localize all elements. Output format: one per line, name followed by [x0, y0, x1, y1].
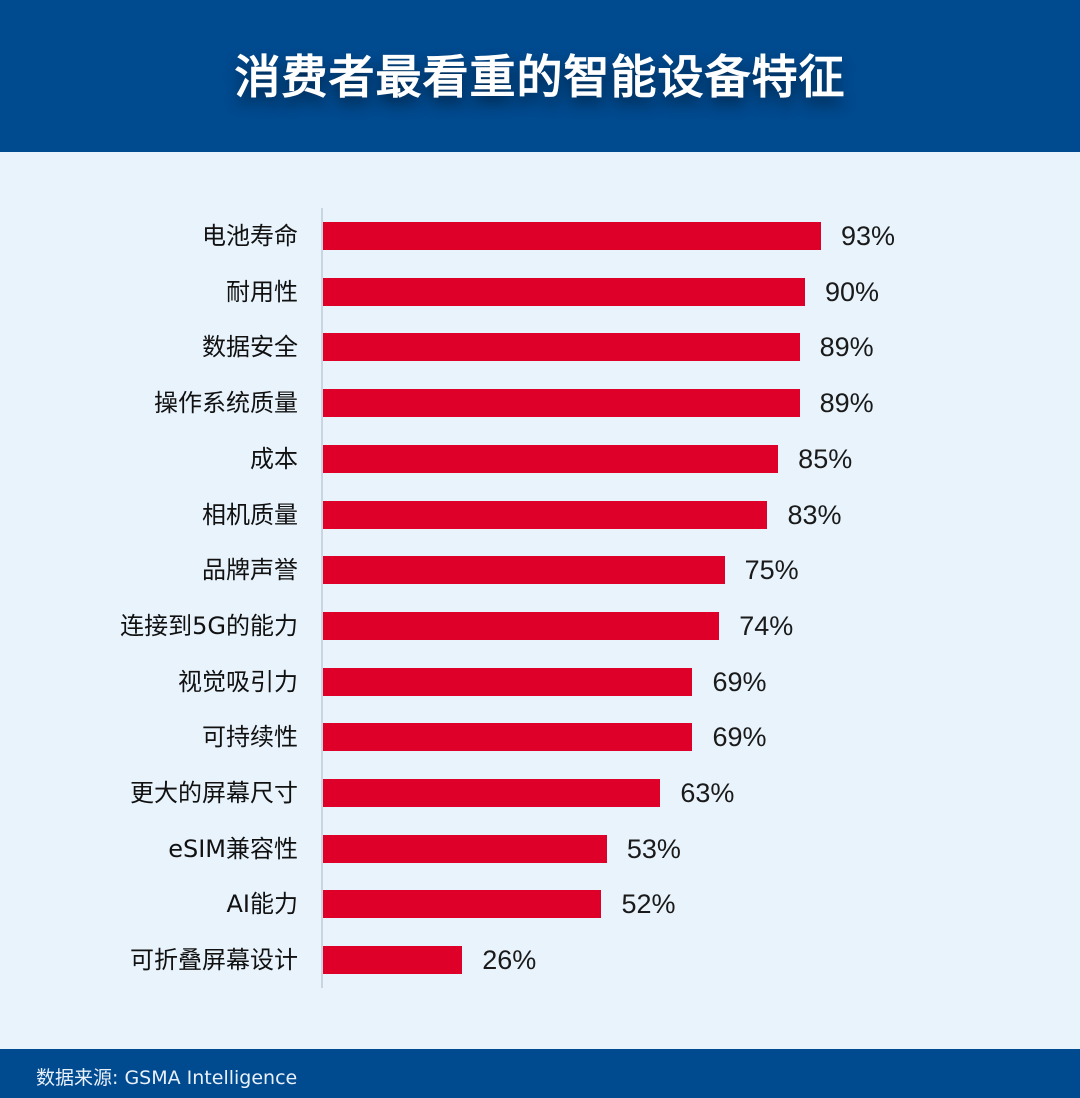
category-label: eSIM兼容性	[168, 834, 298, 863]
category-label: 成本	[250, 444, 298, 473]
value-label: 63%	[680, 778, 735, 808]
header-banner: 消费者最看重的智能设备特征	[0, 0, 1080, 152]
category-label: 操作系统质量	[154, 389, 298, 418]
value-label: 85%	[798, 443, 853, 474]
bar	[323, 556, 725, 585]
value-label: 53%	[626, 833, 681, 864]
value-label: 75%	[744, 555, 799, 586]
bar-row: 视觉吸引力 69%	[0, 666, 1080, 697]
value-label: 93%	[841, 221, 896, 251]
category-label: 电池寿命	[202, 222, 298, 250]
bar-row: 连接到5G的能力 74%	[0, 610, 1080, 641]
bar	[323, 333, 800, 362]
category-label: 可折叠屏幕设计	[130, 946, 298, 975]
bar-row: eSIM兼容性 53%	[0, 833, 1080, 864]
bar-row: 数据安全 89%	[0, 332, 1080, 363]
bar-row: 品牌声誉 75%	[0, 555, 1080, 586]
bar	[323, 946, 463, 975]
category-label: 耐用性	[226, 277, 298, 306]
bar	[323, 389, 800, 418]
bar-row: 可持续性 69%	[0, 722, 1080, 753]
chart-title: 消费者最看重的智能设备特征	[234, 50, 846, 104]
category-label: 视觉吸引力	[178, 667, 298, 696]
value-label: 74%	[739, 610, 794, 641]
value-label: 89%	[819, 332, 874, 363]
bar	[323, 834, 607, 863]
bar	[323, 500, 768, 529]
bar	[323, 444, 779, 473]
bar	[323, 611, 720, 640]
value-label: 83%	[787, 499, 842, 530]
bar	[323, 890, 602, 919]
source-note: 数据来源: GSMA Intelligence	[36, 1067, 298, 1089]
category-label: 相机质量	[202, 500, 298, 529]
y-axis-line	[321, 208, 323, 988]
value-label: 89%	[819, 388, 874, 419]
value-label: 69%	[712, 722, 767, 753]
bar	[323, 667, 693, 696]
footer-banner: 数据来源: GSMA Intelligence	[0, 1049, 1080, 1098]
bar-row: 可折叠屏幕设计 26%	[0, 945, 1080, 976]
category-label: 连接到5G的能力	[120, 611, 298, 640]
bar-row: 电池寿命 93%	[0, 221, 1080, 251]
category-label: 品牌声誉	[202, 556, 298, 585]
value-label: 69%	[712, 666, 767, 697]
bar-row: 更大的屏幕尺寸 63%	[0, 778, 1080, 808]
category-label: 更大的屏幕尺寸	[130, 779, 298, 807]
category-label: 数据安全	[202, 333, 298, 362]
bar-row: 成本 85%	[0, 443, 1080, 474]
category-label: 可持续性	[202, 723, 298, 752]
bar	[323, 277, 805, 306]
bar-row: 操作系统质量 89%	[0, 388, 1080, 419]
value-label: 90%	[824, 276, 879, 307]
category-label: AI能力	[226, 890, 299, 919]
bar-row: 耐用性 90%	[0, 276, 1080, 307]
bar-row: AI能力 52%	[0, 889, 1080, 920]
bar	[323, 779, 661, 807]
bar	[323, 723, 693, 752]
value-label: 52%	[621, 889, 676, 920]
bar-row: 相机质量 83%	[0, 499, 1080, 530]
bar	[323, 222, 821, 250]
value-label: 26%	[482, 945, 537, 976]
